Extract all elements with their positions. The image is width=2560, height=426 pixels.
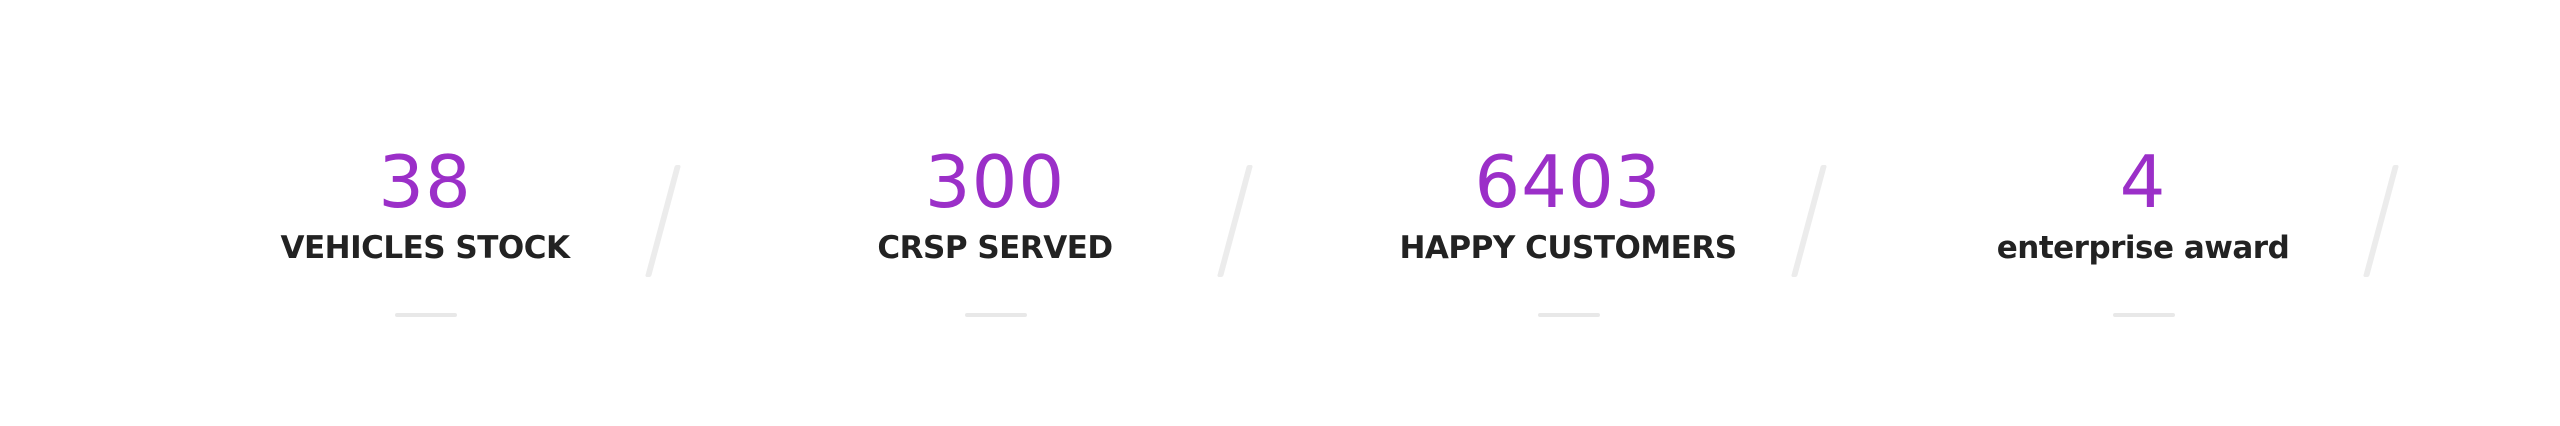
stat-separator bbox=[1216, 165, 1254, 277]
stat-label: CRSP SERVED bbox=[877, 230, 1113, 266]
stat-crsp-served: 300 CRSP SERVED bbox=[785, 140, 1205, 317]
stat-underline bbox=[965, 313, 1027, 317]
stat-underline bbox=[1538, 313, 1600, 317]
stat-number: 4 bbox=[2119, 140, 2167, 224]
stat-label: HAPPY CUSTOMERS bbox=[1399, 230, 1737, 266]
stat-vehicles-stock: 38 VEHICLES STOCK bbox=[215, 140, 635, 317]
stat-number: 38 bbox=[378, 140, 472, 224]
stat-underline bbox=[395, 313, 457, 317]
stat-label: enterprise award bbox=[1996, 230, 2290, 266]
stat-number: 6403 bbox=[1474, 140, 1662, 224]
stat-separator bbox=[1790, 165, 1828, 277]
stat-separator bbox=[644, 165, 682, 277]
stat-underline bbox=[2113, 313, 2175, 317]
stat-number: 300 bbox=[924, 140, 1066, 224]
stat-separator bbox=[2362, 165, 2400, 277]
stat-label: VEHICLES STOCK bbox=[280, 230, 570, 266]
stat-happy-customers: 6403 HAPPY CUSTOMERS bbox=[1358, 140, 1778, 317]
stat-enterprise-award: 4 enterprise award bbox=[1933, 140, 2353, 317]
